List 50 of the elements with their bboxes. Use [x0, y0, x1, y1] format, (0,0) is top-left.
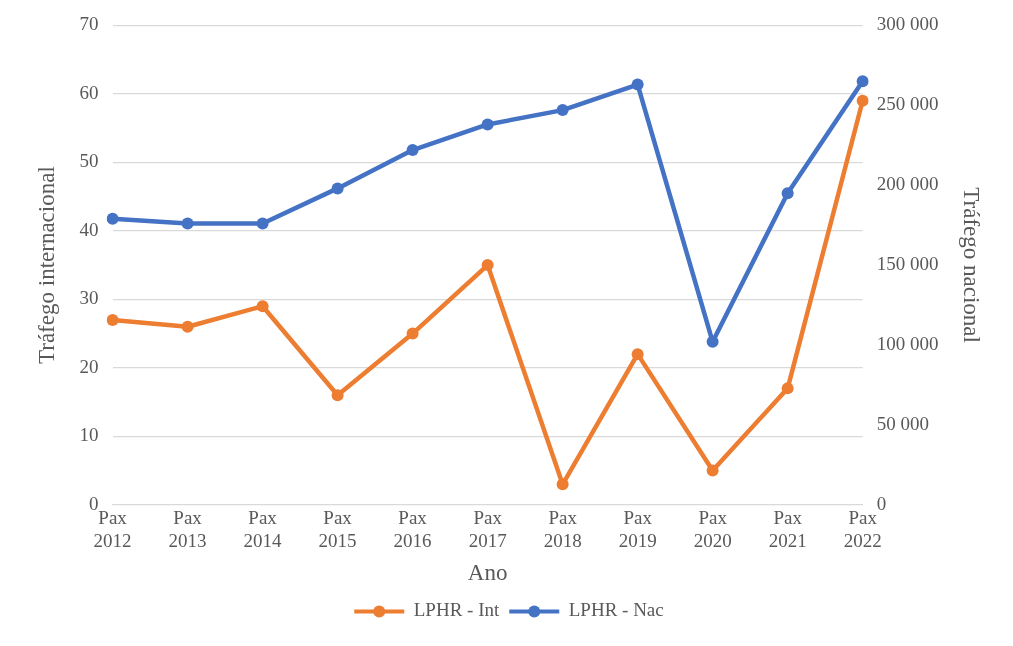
y2-tick-label: 250 000	[876, 93, 939, 115]
point	[181, 217, 194, 230]
point	[781, 187, 794, 200]
point	[631, 78, 644, 91]
y-tick-label: 50	[79, 150, 99, 172]
x-tick-label: Pax 2019	[618, 507, 657, 551]
legend-label: LPHR - Int	[413, 599, 500, 621]
y2-tick-label: 50 000	[876, 412, 929, 434]
point	[181, 320, 194, 333]
y2-tick-label: 200 000	[876, 173, 939, 195]
point	[481, 259, 494, 272]
x-tick-label: Pax 2014	[243, 507, 283, 551]
point	[856, 94, 869, 107]
point	[781, 382, 794, 395]
y2-tick-label: 300 000	[876, 13, 939, 35]
y-tick-label: 70	[79, 13, 99, 35]
x-tick-label: Pax 2020	[693, 507, 732, 551]
point	[106, 212, 119, 225]
y-tick-label: 20	[79, 355, 99, 377]
x-tick-label: Pax 2015	[318, 507, 357, 551]
point	[406, 144, 419, 157]
y-tick-label: 60	[79, 81, 99, 103]
point	[256, 217, 269, 230]
y-axis-title: Tráfego internacional	[33, 166, 59, 364]
point	[706, 464, 719, 477]
point	[856, 75, 869, 88]
x-tick-label: Pax 2013	[168, 507, 207, 551]
y2-axis-title: Tráfego nacional	[959, 187, 985, 343]
x-axis-title: Ano	[467, 560, 508, 586]
y-tick-label: 10	[79, 424, 99, 446]
point	[556, 478, 569, 491]
y-tick-label: 40	[79, 218, 99, 240]
y2-tick-label: 100 000	[876, 332, 939, 354]
y2-tick-label: 0	[876, 492, 887, 514]
y2-tick-label: 150 000	[876, 253, 939, 275]
y-tick-label: 0	[89, 492, 99, 514]
point	[481, 118, 494, 131]
x-tick-label: Pax 2017	[468, 507, 507, 551]
point	[631, 348, 644, 361]
point	[331, 389, 344, 402]
point	[256, 300, 269, 313]
x-tick-label: Pax 2016	[393, 507, 432, 551]
point	[331, 182, 344, 195]
point	[406, 327, 419, 340]
point	[556, 104, 569, 117]
x-tick-label: Pax 2018	[543, 507, 582, 551]
legend-label: LPHR - Nac	[568, 599, 664, 621]
x-tick-label: Pax 2021	[768, 507, 807, 551]
y-tick-label: 30	[79, 287, 99, 309]
point	[106, 313, 119, 326]
